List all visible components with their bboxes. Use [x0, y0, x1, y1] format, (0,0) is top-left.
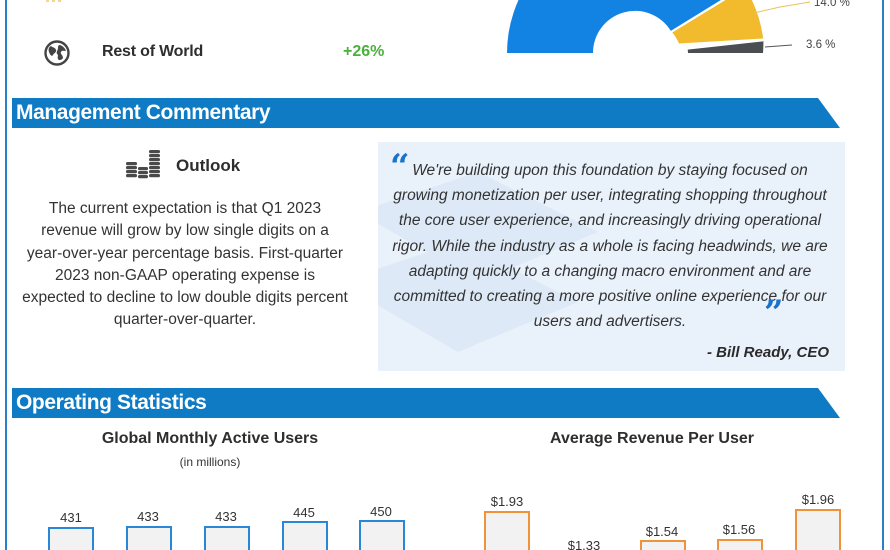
- mau-bar: [48, 527, 94, 550]
- banner-shape: [12, 98, 840, 128]
- coins-stack-icon: [126, 150, 160, 179]
- arpu-value-label: $1.56: [722, 522, 756, 537]
- donut-label-gray: 3.6 %: [806, 39, 835, 51]
- globe-icon: [44, 40, 70, 66]
- arpu-value-label: $1.96: [801, 492, 835, 507]
- page-border-left: [5, 0, 7, 550]
- arpu-bar: [484, 511, 530, 550]
- mau-bar: [359, 520, 405, 550]
- quote-author: - Bill Ready, CEO: [707, 344, 829, 361]
- section-banner-operating: Operating Statistics: [12, 388, 840, 418]
- donut-segment-yellow: [672, 0, 764, 44]
- banner-shape: [12, 388, 840, 418]
- section-banner-management: Management Commentary: [12, 98, 840, 128]
- section-title: Management Commentary: [16, 101, 271, 124]
- mau-chart-title: Global Monthly Active Users: [101, 430, 319, 447]
- arpu-value-label: $1.54: [645, 524, 679, 539]
- quote-text: We're building upon this foundation by s…: [392, 162, 828, 331]
- arpu-chart-title: Average Revenue Per User: [550, 430, 754, 447]
- outlook-text: The current expectation is that Q1 2023 …: [22, 200, 348, 329]
- ceo-quote-box: “ We're building upon this foundation by…: [378, 142, 845, 371]
- arpu-bar: [717, 539, 763, 550]
- arpu-bar: [640, 540, 686, 550]
- donut-label-yellow: 14.0 %: [814, 0, 850, 9]
- donut-segment-gray: [687, 41, 764, 53]
- mau-value-label: 433: [215, 509, 237, 524]
- outlook-title: Outlook: [176, 156, 241, 175]
- flag-icon: [46, 0, 61, 2]
- mau-value-label: 450: [370, 504, 392, 519]
- arpu-value-label: $1.33: [567, 538, 601, 550]
- page-border-right: [882, 0, 884, 550]
- mau-chart-subtitle: (in millions): [179, 455, 241, 469]
- mau-bar: [126, 526, 172, 550]
- donut-segment-blue: [507, 0, 721, 53]
- region-growth: +26%: [343, 43, 385, 60]
- close-quote-mark: ”: [764, 293, 784, 333]
- arpu-value-label: $1.93: [490, 494, 524, 509]
- mau-bar: [282, 521, 328, 550]
- region-row-rest-of-world: Rest of World +26%: [40, 38, 400, 68]
- revenue-share-donut-chart: 14.0 % 3.6 %: [507, 0, 850, 53]
- section-title: Operating Statistics: [16, 391, 207, 414]
- mau-value-label: 445: [293, 505, 315, 520]
- mau-bar: [204, 526, 250, 550]
- open-quote-mark: “: [390, 147, 410, 187]
- mau-value-label: 431: [60, 510, 82, 525]
- watermark-shape: [378, 172, 598, 352]
- outlook-header: Outlook: [126, 148, 276, 182]
- arpu-bar: [795, 509, 841, 550]
- region-name: Rest of World: [102, 43, 204, 60]
- mau-value-label: 433: [137, 509, 159, 524]
